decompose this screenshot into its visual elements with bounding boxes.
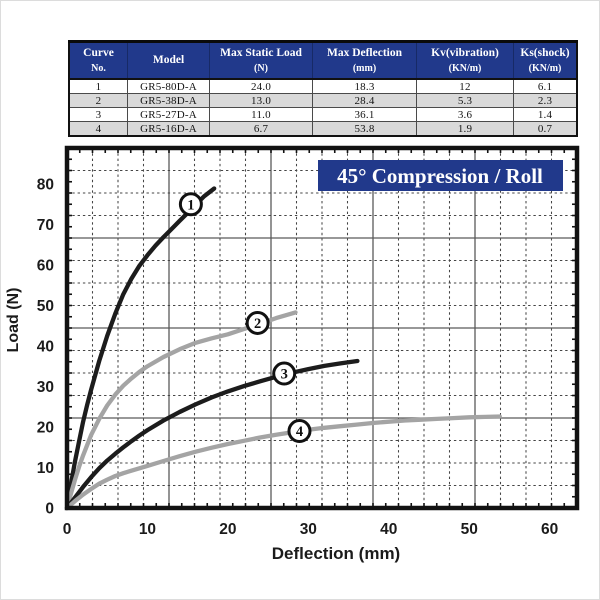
curves <box>64 186 502 511</box>
table-row: 1 GR5-80D-A 24.0 18.3 12 6.1 <box>68 78 578 94</box>
col-header-line1: Curve <box>83 46 114 59</box>
col-header-line1: Kv(vibration) <box>431 46 499 59</box>
col-header-line1: Max Deflection <box>326 46 403 59</box>
col-header-unit: (KN/m) <box>528 62 562 74</box>
curve-4 <box>64 414 502 511</box>
col-header: Ks(shock) (KN/m) <box>513 41 578 80</box>
table-cell: 11.0 <box>209 107 313 122</box>
y-tick-labels: 0 10 20 30 40 50 60 70 80 <box>37 176 54 517</box>
col-header-line1: Model <box>152 53 185 66</box>
spec-table: Curve No. Model Max Static Load (N) Max Defle… <box>68 40 578 137</box>
x-tick-label: 40 <box>380 521 397 538</box>
curve-label-circle-4 <box>287 419 312 444</box>
y-tick-label: 70 <box>37 217 54 234</box>
y-tick-label: 40 <box>37 338 54 355</box>
curve-label-number-2: 2 <box>254 316 261 332</box>
col-header: Model <box>127 41 210 80</box>
x-tick-label: 30 <box>300 521 317 538</box>
x-tick-label: 0 <box>63 521 72 538</box>
chart-title-box <box>318 160 563 191</box>
y-tick-label: 0 <box>45 500 54 517</box>
col-header: Kv(vibration) (KN/m) <box>416 41 514 80</box>
col-header-line1: Max Static Load <box>220 46 302 59</box>
col-header-line1: Ks(shock) <box>520 46 570 59</box>
table-cell: 18.3 <box>312 78 417 94</box>
col-header-unit: No. <box>91 62 106 74</box>
table-cell: 4 <box>68 121 128 137</box>
table-cell: GR5-27D-A <box>127 107 210 122</box>
table-cell: GR5-38D-A <box>127 93 210 108</box>
spec-table-head: Curve No. Model Max Static Load (N) Max Defle… <box>68 41 578 80</box>
table-cell: 1.9 <box>416 121 514 137</box>
table-cell: GR5-16D-A <box>127 121 210 137</box>
curve-2 <box>64 310 298 511</box>
col-header: Max Deflection (mm) <box>312 41 417 80</box>
y-axis-label: Load (N) <box>5 288 22 353</box>
table-cell: 53.8 <box>312 121 417 137</box>
curve-label-circle-1 <box>178 192 203 217</box>
y-tick-label: 10 <box>37 460 54 477</box>
table-cell: 3.6 <box>416 107 514 122</box>
y-tick-label: 80 <box>37 176 54 193</box>
curve-label-number-4: 4 <box>296 424 303 440</box>
x-tick-label: 20 <box>219 521 236 538</box>
table-cell: 6.7 <box>209 121 313 137</box>
y-tick-label: 60 <box>37 257 54 274</box>
table-header-row: Curve No. Model Max Static Load (N) Max Defle… <box>68 41 578 80</box>
table-cell: 28.4 <box>312 93 417 108</box>
x-tick-label: 50 <box>461 521 478 538</box>
curve-1 <box>64 186 217 511</box>
spec-table-body: 1 GR5-80D-A 24.0 18.3 12 6.1 2 GR5-38D-A 13.0 28.… <box>68 78 578 137</box>
x-tick-labels: 0 10 20 30 40 50 60 <box>63 521 559 538</box>
table-cell: 24.0 <box>209 78 313 94</box>
col-header-unit: (mm) <box>352 62 377 74</box>
table-row: 4 GR5-16D-A 6.7 53.8 1.9 0.7 <box>68 121 578 137</box>
table-cell: 36.1 <box>312 107 417 122</box>
grid <box>67 148 577 508</box>
table-cell: 1.4 <box>513 107 578 122</box>
chart-title: 45° Compression / Roll <box>337 164 543 188</box>
curve-label-circle-2 <box>245 310 270 335</box>
curve-number-labels: 1 2 3 4 <box>178 192 312 444</box>
y-tick-label: 30 <box>37 379 54 396</box>
curve-label-circle-3 <box>272 361 297 386</box>
y-tick-label: 50 <box>37 298 54 315</box>
curve-label-number-3: 3 <box>281 367 288 383</box>
col-header: Max Static Load (N) <box>209 41 313 80</box>
x-tick-label: 60 <box>541 521 558 538</box>
col-header-unit: (KN/m) <box>448 62 482 74</box>
col-header-unit: (N) <box>254 62 268 74</box>
plot-frame <box>64 145 580 511</box>
table-cell: 2.3 <box>513 93 578 108</box>
x-axis-label: Deflection (mm) <box>272 544 400 563</box>
table-row: 3 GR5-27D-A 11.0 36.1 3.6 1.4 <box>68 107 578 122</box>
x-tick-label: 10 <box>139 521 156 538</box>
curve-label-number-1: 1 <box>187 197 194 213</box>
table-cell: 0.7 <box>513 121 578 137</box>
y-tick-label: 20 <box>37 419 54 436</box>
